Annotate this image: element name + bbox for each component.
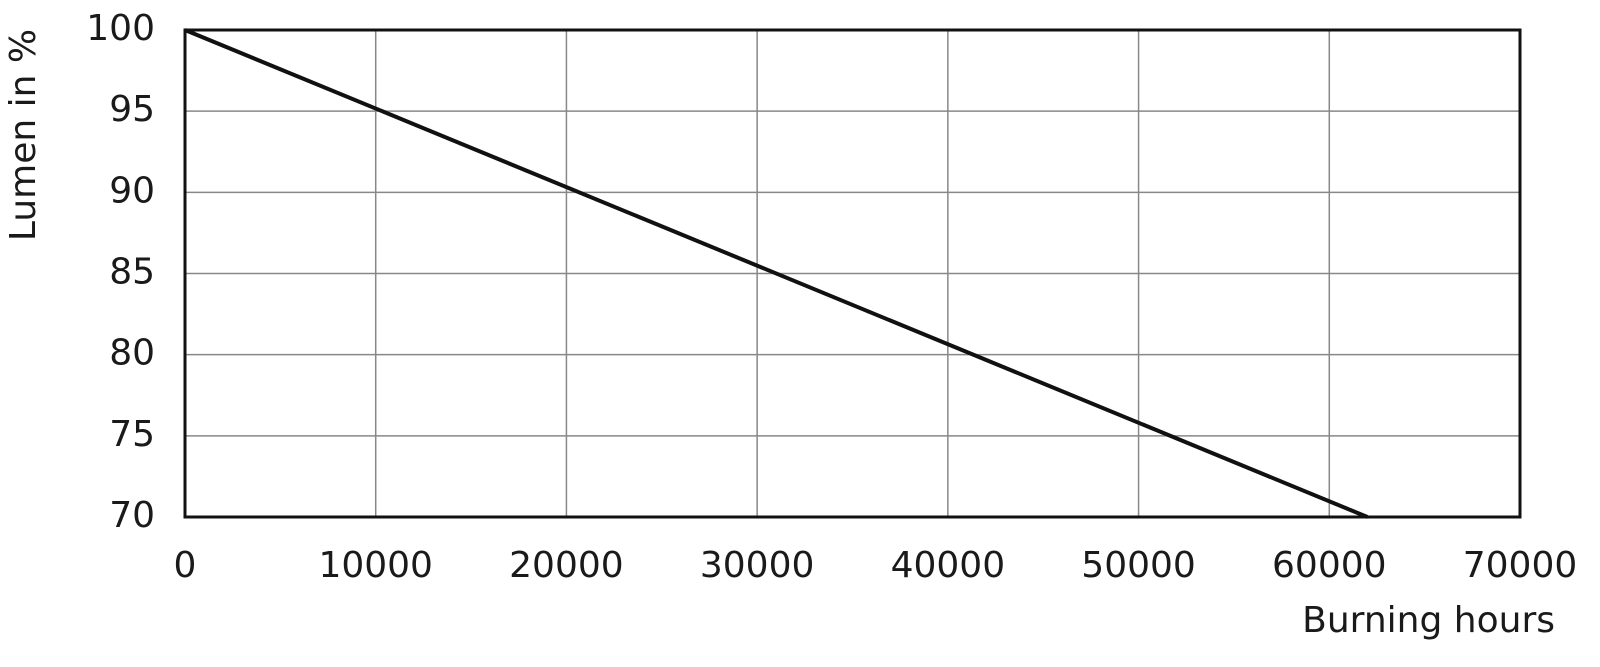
y-tick-label: 95 bbox=[109, 89, 155, 130]
x-tick-label: 20000 bbox=[509, 545, 624, 586]
y-tick-label: 100 bbox=[86, 8, 155, 49]
x-tick-label: 60000 bbox=[1272, 545, 1387, 586]
x-tick-label: 10000 bbox=[318, 545, 433, 586]
y-axis-label: Lumen in % bbox=[3, 29, 44, 241]
x-tick-label: 0 bbox=[174, 545, 197, 586]
y-tick-label: 70 bbox=[109, 495, 155, 536]
x-tick-label: 70000 bbox=[1463, 545, 1578, 586]
y-tick-label: 90 bbox=[109, 170, 155, 211]
data-line bbox=[184, 28, 1369, 519]
plot-frame bbox=[183, 28, 1522, 519]
x-tick-label: 30000 bbox=[700, 545, 815, 586]
y-tick-label: 75 bbox=[109, 414, 155, 455]
x-tick-label: 50000 bbox=[1081, 545, 1196, 586]
y-tick-label: 85 bbox=[109, 252, 155, 293]
x-axis-label: Burning hours bbox=[1302, 600, 1555, 641]
y-tick-label: 80 bbox=[109, 333, 155, 374]
x-tick-label: 40000 bbox=[891, 545, 1006, 586]
